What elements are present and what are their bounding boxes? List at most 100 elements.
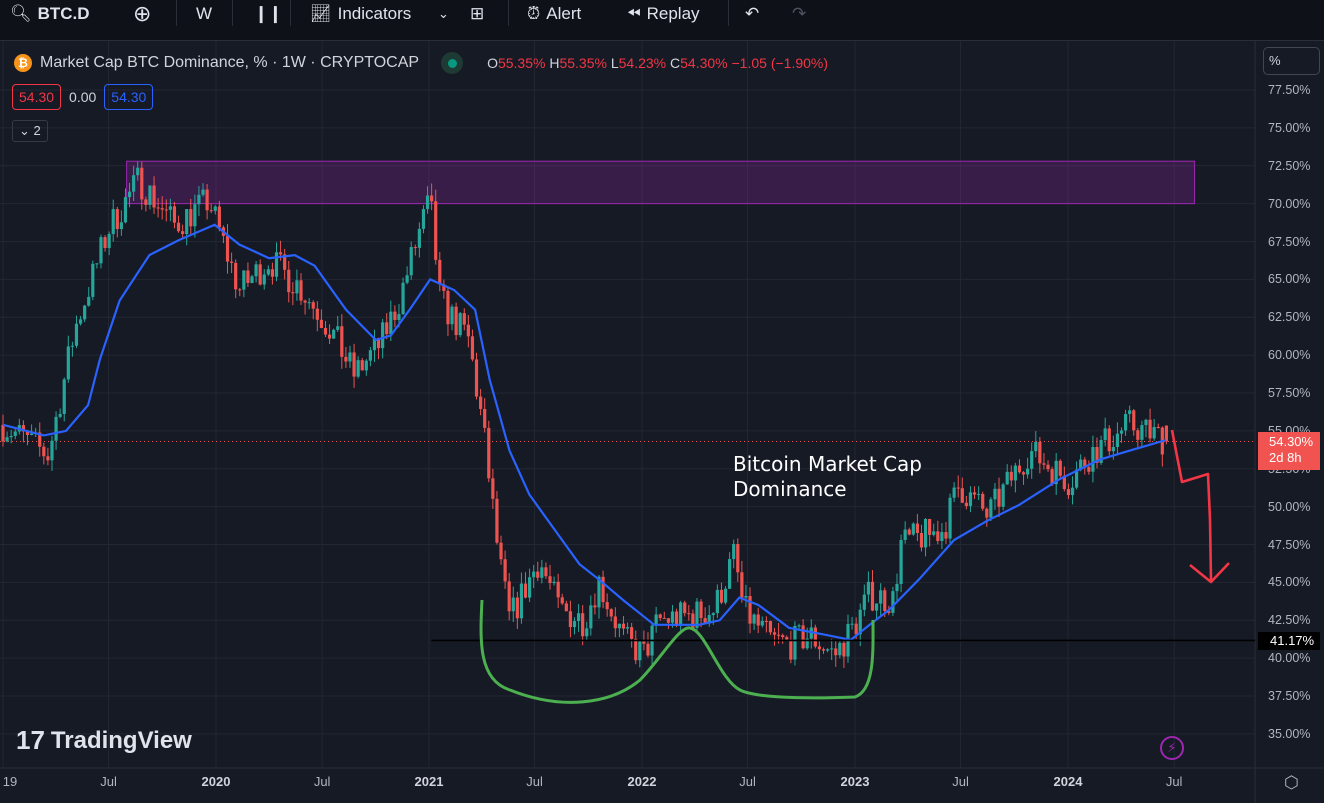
candle-body <box>744 596 748 598</box>
candle-body <box>1070 487 1075 496</box>
candle-body <box>581 613 585 637</box>
rewind-icon: ⏪︎ <box>627 4 641 23</box>
candle-body <box>723 588 728 603</box>
candle-body <box>1136 430 1140 440</box>
candle-body <box>213 206 217 211</box>
candle-body <box>748 596 752 624</box>
candle-body <box>201 189 205 195</box>
candle-body <box>291 292 295 294</box>
candle-body <box>13 431 17 436</box>
candle-body <box>630 627 634 639</box>
candle-body <box>340 326 344 357</box>
indicators-button[interactable]: 📈︎ Indicators <box>310 0 411 28</box>
candle-body <box>1103 428 1107 441</box>
candle-body <box>662 617 666 619</box>
candle-body <box>327 334 332 339</box>
candle-body <box>234 262 238 290</box>
scale-unit-button[interactable]: % <box>1263 47 1320 75</box>
candle-body <box>919 532 924 548</box>
candle-body <box>376 338 381 349</box>
candle-body <box>144 199 148 205</box>
candle-body <box>1030 451 1034 469</box>
candle-body <box>1111 446 1115 452</box>
price-tick: 72.50% <box>1268 158 1311 173</box>
candle-body <box>944 532 948 539</box>
candle-body <box>413 247 417 249</box>
candle-body <box>760 620 764 626</box>
chevron-down-icon[interactable]: ⌄ <box>438 6 449 21</box>
candle-body <box>50 440 54 461</box>
candle-body <box>585 628 589 637</box>
candle-body <box>911 523 915 535</box>
price-tick: 37.50% <box>1268 689 1311 703</box>
candle-body <box>866 581 871 595</box>
candle-body <box>466 324 470 337</box>
candle-body <box>348 352 352 362</box>
alert-button[interactable]: ⏰︎ Alert <box>527 0 581 28</box>
redo-icon[interactable]: ↷ <box>792 4 807 23</box>
candle-body <box>323 327 328 335</box>
candle-body <box>66 346 70 380</box>
candle-body <box>985 508 989 518</box>
candle-body <box>536 571 540 578</box>
candle-body <box>621 623 626 629</box>
time-tick: Jul <box>313 774 331 789</box>
compare-plus-icon[interactable]: ⊕ <box>133 1 152 26</box>
candle-body <box>842 642 846 657</box>
collapse-indicators-button[interactable]: ⌄ 2 <box>12 120 48 142</box>
candle-body <box>768 621 773 633</box>
candle-body <box>540 567 544 578</box>
annotation-text[interactable]: Bitcoin Market Cap Dominance <box>733 452 922 501</box>
candle-body <box>83 305 87 320</box>
candle-body <box>205 189 209 211</box>
candle-body <box>450 306 454 325</box>
candle-body <box>556 581 560 598</box>
candle-body <box>299 280 303 301</box>
undo-icon[interactable]: ↶ <box>745 4 760 23</box>
candle-body <box>454 306 458 336</box>
candle-body <box>572 621 577 628</box>
tradingview-logo[interactable]: 17 TradingView <box>16 725 192 755</box>
candle-body <box>960 488 964 503</box>
price-tick: 35.00% <box>1268 726 1311 741</box>
candle-body <box>278 252 283 255</box>
candles-icon[interactable]: ❙❙ <box>254 4 283 23</box>
candle-body <box>789 639 793 660</box>
symbol-search[interactable]: 🔍︎ BTC.D <box>10 0 90 28</box>
value-zero: 0.00 <box>69 89 97 105</box>
candle-body <box>364 360 368 371</box>
candle-body <box>479 396 483 409</box>
candle-body <box>817 646 822 650</box>
price-tick: 47.50% <box>1268 537 1311 552</box>
candle-body <box>1005 471 1009 485</box>
settings-icon[interactable]: ⬡ <box>1284 773 1299 792</box>
replay-button[interactable]: ⏪︎ Replay <box>627 0 700 28</box>
layouts-grid-icon[interactable]: ⊞ <box>470 4 485 23</box>
time-tick: Jul <box>526 774 543 789</box>
lightning-icon[interactable]: ⚡︎ <box>1160 736 1184 760</box>
candle-body <box>172 206 177 223</box>
candle-body <box>95 263 99 265</box>
candle-body <box>532 571 536 578</box>
candle-body <box>185 209 189 235</box>
candle-body <box>246 270 250 283</box>
candle-body <box>266 269 270 275</box>
candle-body <box>699 601 703 619</box>
candle-body <box>781 635 785 638</box>
candle-body <box>54 416 58 441</box>
candle-body <box>1123 414 1128 431</box>
candle-body <box>470 336 475 360</box>
alarm-clock-icon: ⏰︎ <box>527 4 541 23</box>
candle-body <box>78 319 83 324</box>
time-tick: Jul <box>739 774 756 789</box>
chart-pane[interactable] <box>0 40 1324 803</box>
candle-body <box>719 589 724 603</box>
interval-button[interactable]: W <box>196 4 213 23</box>
candle-body <box>438 259 442 285</box>
candle-body <box>397 314 401 321</box>
candle-body <box>993 488 997 500</box>
candle-body <box>1156 427 1160 429</box>
candle-body <box>9 435 13 438</box>
price-tick: 45.00% <box>1268 575 1311 590</box>
